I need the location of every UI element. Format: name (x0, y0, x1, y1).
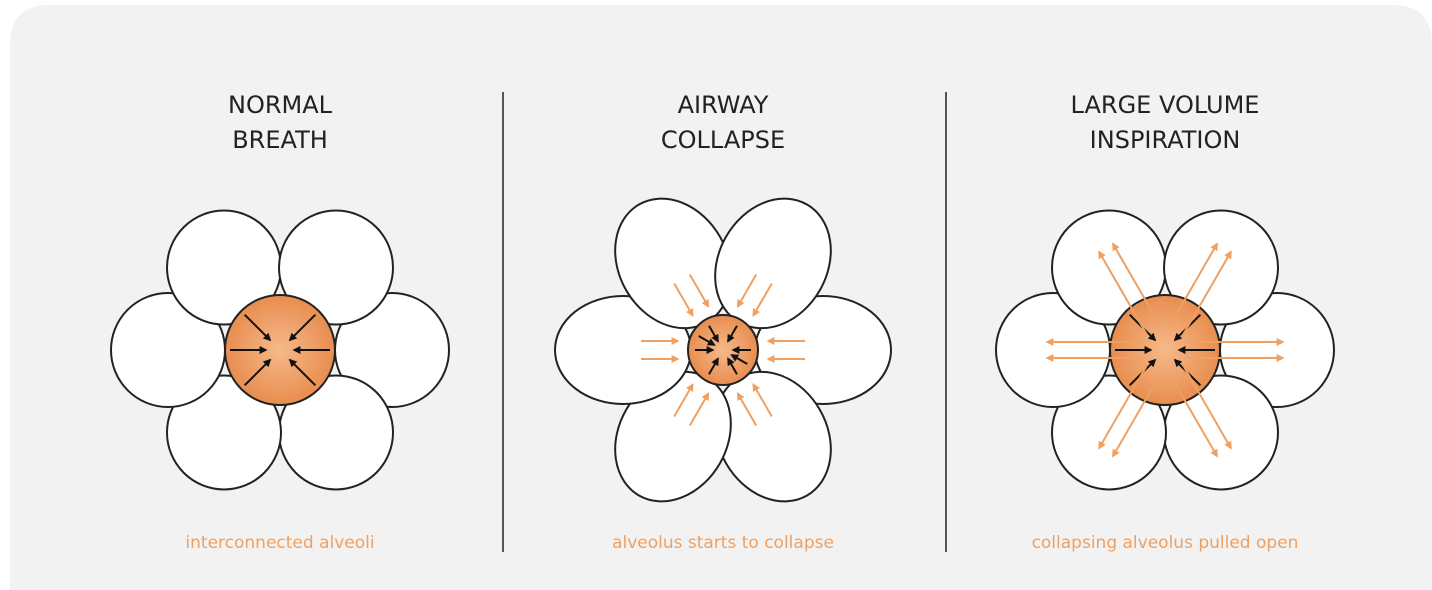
panel-title: BREATH (232, 126, 328, 154)
arrow (736, 392, 758, 427)
arrow (243, 313, 272, 342)
arrow (1112, 372, 1162, 458)
alveolus (166, 374, 282, 491)
arrow (727, 357, 738, 375)
panel-caption: collapsing alveolus pulled open (1032, 533, 1299, 553)
arrow (708, 357, 719, 375)
arrow (727, 325, 738, 343)
arrow (288, 313, 317, 342)
arrow (1098, 250, 1148, 336)
arrow (1112, 242, 1162, 328)
arrow (1182, 364, 1232, 450)
arrow (688, 273, 710, 308)
collapsing-alveolus (687, 314, 759, 386)
arrow (1168, 372, 1218, 458)
arrow (288, 358, 317, 387)
arrow (752, 282, 773, 317)
arrow (688, 392, 710, 427)
arrow (752, 383, 773, 418)
arrow (730, 354, 748, 365)
arrow (736, 273, 758, 308)
arrow (1182, 250, 1232, 336)
arrow (1168, 242, 1218, 328)
panel-title: INSPIRATION (1090, 126, 1241, 154)
alveolus (278, 209, 394, 326)
arrow (1098, 364, 1148, 450)
arrow (698, 335, 716, 346)
panel-caption: interconnected alveoli (185, 533, 374, 553)
panel-caption: alveolus starts to collapse (612, 533, 834, 553)
panel-title: COLLAPSE (661, 126, 785, 154)
arrow (673, 282, 694, 317)
arrow (243, 358, 272, 387)
arrow (708, 325, 719, 343)
panel-title: NORMAL (228, 91, 333, 119)
arrow (673, 383, 694, 418)
panel-title: AIRWAY (678, 91, 769, 119)
panel-title: LARGE VOLUME (1071, 91, 1260, 119)
